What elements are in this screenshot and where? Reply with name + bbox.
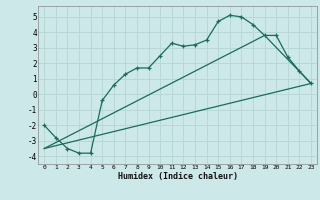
X-axis label: Humidex (Indice chaleur): Humidex (Indice chaleur): [118, 172, 238, 181]
